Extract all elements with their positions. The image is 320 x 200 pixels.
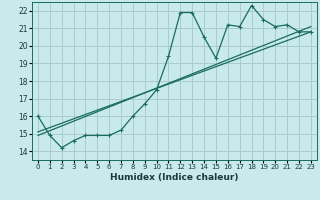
X-axis label: Humidex (Indice chaleur): Humidex (Indice chaleur) xyxy=(110,173,239,182)
